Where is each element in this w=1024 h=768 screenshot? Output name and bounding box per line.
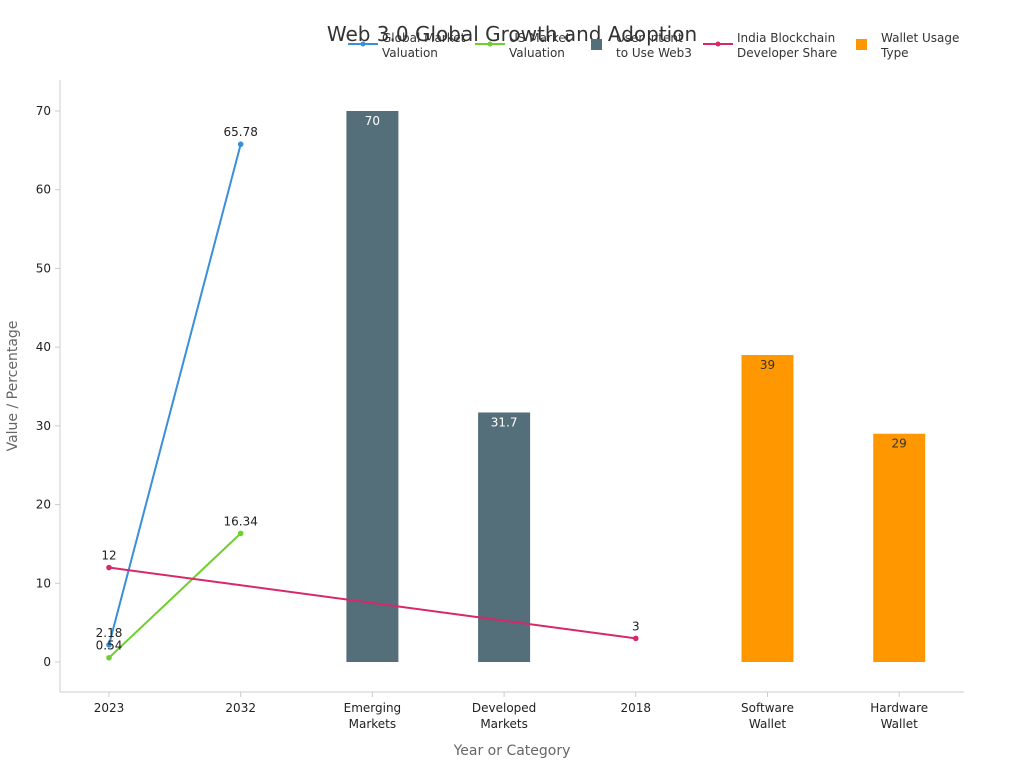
point-india-blockchain-developer-share-2023 (106, 564, 112, 571)
legend-item-user-intent-to-use-web3[interactable]: User Intent to Use Web3 (591, 31, 692, 60)
x-axis-title: Year or Category (453, 743, 571, 759)
bar-user-intent-to-use-web3-developed-markets (478, 412, 531, 662)
bar-wallet-usage-type-hardware-wallet (873, 433, 926, 662)
x-tick-label-2018: 2018 (621, 701, 652, 715)
y-tick-label: 50 (36, 261, 51, 275)
y-tick-label: 40 (36, 340, 51, 354)
data-label-wallet-usage-type-software-wallet: 39 (760, 358, 775, 372)
legend-swatch-user-intent-to-use-web3 (591, 39, 602, 50)
legend-item-global-market-valuation[interactable]: Global Market Valuation (348, 31, 466, 60)
y-tick-label: 70 (36, 104, 51, 118)
bar-wallet-usage-type-software-wallet (741, 355, 794, 662)
x-tick-label-emerging-markets: Emerging Markets (344, 701, 402, 731)
y-tick-label: 30 (36, 419, 51, 433)
point-india-blockchain-developer-share-2018 (633, 635, 639, 642)
data-label-user-intent-to-use-web3-developed-markets: 31.7 (491, 415, 518, 429)
point-global-market-valuation-2023 (106, 642, 112, 648)
line-global-market-valuation (108, 143, 242, 646)
data-label-global-market-valuation-2032: 65.78 (224, 125, 258, 139)
legend-marker-us-market-valuation (487, 41, 493, 47)
legend-label-global-market-valuation: Global Market Valuation (382, 31, 466, 60)
y-tick-label: 60 (36, 183, 51, 197)
x-tick-label-software-wallet: Software Wallet (741, 701, 794, 731)
point-global-market-valuation-2032 (237, 141, 244, 148)
x-tick-label-developed-markets: Developed Markets (472, 701, 536, 731)
data-label-india-blockchain-developer-share-2018: 3 (632, 619, 640, 633)
plot-area: 0 10 20 30 40 50 60 70 2023 2032 Emerging Markets De… (36, 80, 964, 731)
data-label-user-intent-to-use-web3-emerging-markets: 70 (365, 114, 380, 128)
legend-item-us-market-valuation[interactable]: US Market Valuation (475, 31, 571, 60)
y-tick-label: 20 (36, 498, 51, 512)
x-tick-label-2023: 2023 (94, 701, 125, 715)
data-label-global-market-valuation-2023: 2.18 (96, 626, 123, 640)
legend-marker-india-blockchain-developer-share (715, 41, 721, 47)
x-tick-label-hardware-wallet: Hardware Wallet (870, 701, 928, 731)
legend-label-user-intent-to-use-web3: User Intent to Use Web3 (616, 31, 692, 60)
legend-swatch-wallet-usage-type (856, 39, 867, 50)
data-label-us-market-valuation-2023: 0.54 (96, 639, 123, 653)
chart-title: Web 3.0 Global Growth and Adoption (327, 22, 697, 46)
y-tick-label: 0 (43, 655, 51, 669)
line-us-market-valuation (108, 532, 242, 659)
legend-item-india-blockchain-developer-share[interactable]: India Blockchain Developer Share (703, 31, 837, 60)
y-axis-title: Value / Percentage (5, 321, 21, 452)
y-tick-label: 10 (36, 576, 51, 590)
data-label-india-blockchain-developer-share-2023: 12 (101, 549, 116, 563)
x-tick-label-2032: 2032 (225, 701, 256, 715)
bar-user-intent-to-use-web3-emerging-markets (346, 111, 399, 662)
legend-marker-global-market-valuation (360, 41, 366, 47)
legend: Global Market Valuation US Market Valuation… (348, 31, 959, 60)
legend-label-wallet-usage-type: Wallet Usage Type (880, 31, 959, 60)
legend-label-india-blockchain-developer-share: India Blockchain Developer Share (737, 31, 837, 60)
data-label-wallet-usage-type-hardware-wallet: 29 (892, 437, 907, 451)
point-us-market-valuation-2032 (237, 530, 244, 537)
legend-label-us-market-valuation: US Market Valuation (509, 31, 571, 60)
point-us-market-valuation-2023 (106, 654, 112, 661)
data-label-us-market-valuation-2032: 16.34 (224, 514, 258, 528)
line-india-blockchain-developer-share (108, 566, 636, 640)
legend-item-wallet-usage-type[interactable]: Wallet Usage Type (856, 31, 959, 60)
